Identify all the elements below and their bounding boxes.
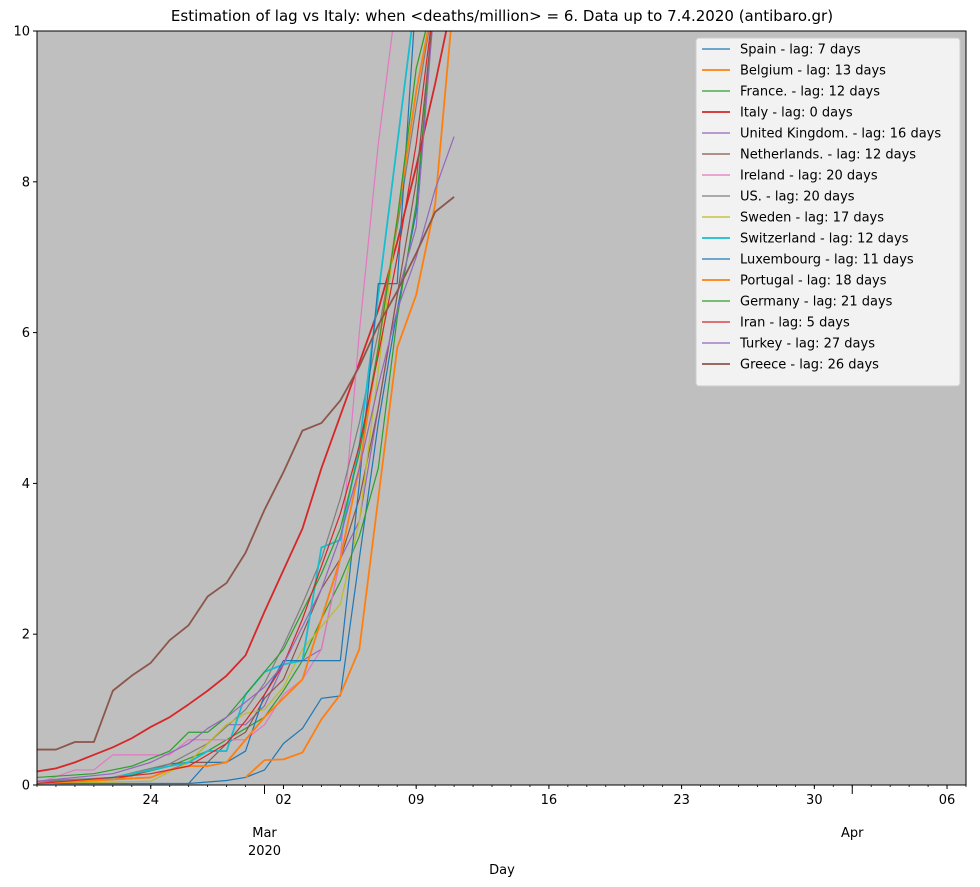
chart-title: Estimation of lag vs Italy: when <deaths… bbox=[171, 7, 833, 25]
series-line-13 bbox=[37, 31, 432, 785]
y-axis: 0 2 4 6 8 10 bbox=[13, 25, 37, 794]
legend-label-9: Switzerland - lag: 12 days bbox=[740, 232, 909, 247]
legend-label-1: Belgium - lag: 13 days bbox=[740, 64, 886, 79]
x-year-label: 2020 bbox=[248, 844, 281, 859]
x-axis-label: Day bbox=[489, 863, 515, 878]
series-line-14 bbox=[37, 136, 455, 782]
legend-label-10: Luxembourg - lag: 11 days bbox=[740, 253, 914, 268]
legend-label-12: Germany - lag: 21 days bbox=[740, 295, 893, 310]
series-line-0 bbox=[188, 31, 433, 785]
series-line-2 bbox=[37, 31, 433, 785]
series-line-1 bbox=[244, 31, 452, 779]
legend-label-0: Spain - lag: 7 days bbox=[740, 43, 861, 58]
x-tick-label-0: 24 bbox=[142, 793, 159, 808]
x-tick-label-2: 09 bbox=[408, 793, 425, 808]
series-line-15 bbox=[37, 196, 455, 751]
legend-label-5: Netherlands. - lag: 12 days bbox=[740, 148, 916, 163]
legend-label-7: US. - lag: 20 days bbox=[740, 190, 855, 205]
legend-label-6: Ireland - lag: 20 days bbox=[740, 169, 878, 184]
y-tick-label-4: 8 bbox=[22, 175, 30, 190]
y-tick-label-0: 0 bbox=[22, 779, 30, 794]
y-tick-label-3: 6 bbox=[22, 326, 30, 341]
legend: Spain - lag: 7 days Belgium - lag: 13 day… bbox=[695, 37, 961, 387]
x-tick-label-1: 02 bbox=[275, 793, 292, 808]
x-axis: 24 02 09 16 23 30 06 Mar Apr 2020 bbox=[36, 785, 967, 859]
legend-label-8: Sweden - lag: 17 days bbox=[740, 211, 884, 226]
legend-label-4: United Kingdom. - lag: 16 days bbox=[740, 127, 941, 142]
legend-label-11: Portugal - lag: 18 days bbox=[740, 274, 887, 289]
legend-label-2: France. - lag: 12 days bbox=[740, 85, 880, 100]
legend-label-13: Iran - lag: 5 days bbox=[740, 316, 850, 331]
y-tick-label-5: 10 bbox=[13, 25, 30, 40]
series-line-9 bbox=[37, 31, 413, 785]
x-tick-label-4: 23 bbox=[673, 793, 690, 808]
legend-box bbox=[695, 37, 961, 387]
y-tick-label-1: 2 bbox=[22, 628, 30, 643]
legend-label-15: Greece - lag: 26 days bbox=[740, 358, 879, 373]
series-line-12 bbox=[37, 31, 427, 779]
plot-frame bbox=[36, 30, 967, 786]
series-line-3 bbox=[37, 31, 448, 773]
legend-label-14: Turkey - lag: 27 days bbox=[739, 337, 875, 352]
series-line-8 bbox=[37, 31, 427, 785]
x-month-label-0: Mar bbox=[252, 826, 277, 841]
x-month-label-1: Apr bbox=[841, 826, 864, 841]
x-tick-label-3: 16 bbox=[541, 793, 558, 808]
series-lines bbox=[37, 31, 455, 785]
series-line-10 bbox=[37, 31, 415, 785]
x-tick-label-6: 06 bbox=[939, 793, 956, 808]
y-tick-label-2: 4 bbox=[22, 477, 30, 492]
x-tick-label-5: 30 bbox=[806, 793, 823, 808]
legend-label-3: Italy - lag: 0 days bbox=[740, 106, 853, 121]
